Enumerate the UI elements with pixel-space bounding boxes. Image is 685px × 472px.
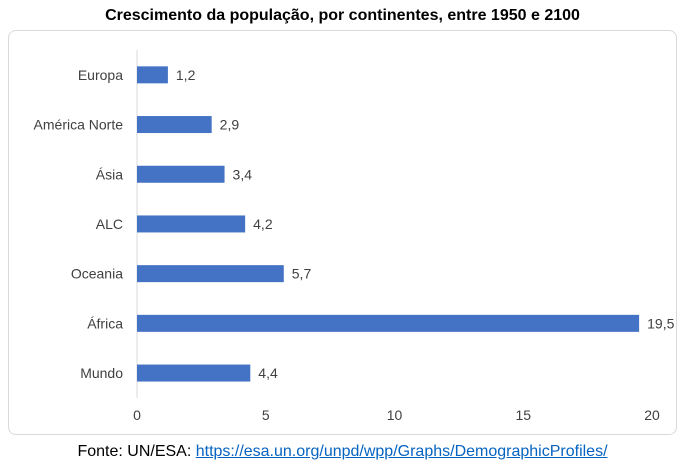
value-label: 19,5: [647, 315, 674, 331]
category-label: Mundo: [80, 365, 123, 381]
chart-area: Europa 1,2 América Norte 2,9 Ásia 3,4 ALC 4,2 Oc…: [8, 30, 677, 435]
bar-am-rica-norte: [137, 116, 212, 134]
bar-mundo: [137, 364, 251, 382]
bar-chart: Europa 1,2 América Norte 2,9 Ásia 3,4 ALC 4,2 Oc…: [34, 50, 675, 423]
value-label: 4,2: [253, 216, 273, 232]
source-line: Fonte: UN/ESA: https://esa.un.org/unpd/w…: [0, 443, 685, 461]
category-label: Europa: [78, 67, 123, 83]
x-tick-label: 10: [387, 407, 403, 423]
value-label: 3,4: [233, 166, 253, 182]
category-label: Oceania: [71, 266, 123, 282]
category-label: ALC: [96, 216, 123, 232]
x-tick-label: 5: [262, 407, 270, 423]
source-link[interactable]: https://esa.un.org/unpd/wpp/Graphs/Demog…: [195, 443, 608, 460]
bar-alc: [137, 215, 246, 233]
value-label: 1,2: [176, 67, 196, 83]
bar--sia: [137, 165, 225, 183]
x-tick-label: 15: [515, 407, 531, 423]
source-prefix: Fonte: UN/ESA:: [77, 443, 196, 460]
x-tick-label: 0: [133, 407, 141, 423]
value-label: 4,4: [258, 365, 278, 381]
category-label: África: [87, 315, 123, 331]
bar-oceania: [137, 265, 284, 283]
x-tick-label: 20: [644, 407, 660, 423]
value-label: 5,7: [292, 266, 312, 282]
bar--frica: [137, 314, 640, 332]
category-label: Ásia: [96, 166, 123, 182]
chart-title: Crescimento da população, por continente…: [105, 7, 580, 24]
value-label: 2,9: [220, 117, 240, 133]
bar-europa: [137, 66, 168, 84]
category-label: América Norte: [34, 117, 124, 133]
